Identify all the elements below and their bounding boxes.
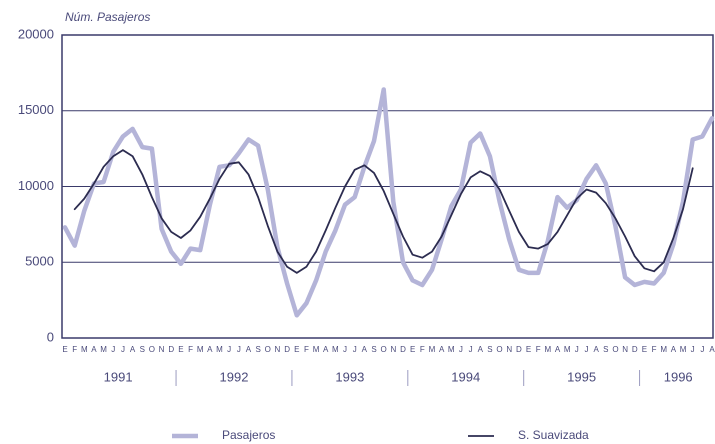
x-tick-label: J (237, 345, 241, 354)
x-tick-label: E (294, 345, 299, 354)
x-tick-label: J (121, 345, 125, 354)
x-tick-label: J (227, 345, 231, 354)
x-tick-label: N (159, 345, 165, 354)
x-tick-label: J (691, 345, 695, 354)
x-tick-label: O (265, 345, 271, 354)
series-line (62, 87, 715, 318)
x-tick-label: M (216, 345, 223, 354)
year-label: 1993 (335, 369, 364, 384)
x-tick-label: E (62, 345, 67, 354)
x-tick-label: J (700, 345, 704, 354)
x-tick-label: F (420, 345, 425, 354)
x-tick-label: M (448, 345, 455, 354)
y-tick-label: 5000 (25, 254, 54, 269)
x-tick-label: F (304, 345, 309, 354)
x-tick-label: J (343, 345, 347, 354)
x-tick-label: J (111, 345, 115, 354)
x-tick-label: S (371, 345, 376, 354)
x-tick-label: J (584, 345, 588, 354)
x-tick-label: A (478, 345, 484, 354)
year-label: 1994 (451, 369, 480, 384)
x-tick-label: A (323, 345, 329, 354)
y-tick-label: 20000 (18, 26, 54, 41)
x-tick-label: J (353, 345, 357, 354)
x-tick-label: N (506, 345, 512, 354)
x-tick-label: M (544, 345, 551, 354)
x-tick-label: A (91, 345, 97, 354)
x-tick-label: E (526, 345, 531, 354)
plot-frame (61, 34, 714, 339)
series-line (73, 149, 694, 274)
x-tick-label: N (390, 345, 396, 354)
x-tick-label: S (603, 345, 608, 354)
x-tick-label: A (130, 345, 136, 354)
x-tick-label: E (410, 345, 415, 354)
year-label: 1995 (567, 369, 596, 384)
x-tick-label: M (429, 345, 436, 354)
x-tick-label: D (400, 345, 406, 354)
x-tick-label: F (652, 345, 657, 354)
x-tick-label: M (660, 345, 667, 354)
x-tick-label: J (459, 345, 463, 354)
x-tick-label: M (197, 345, 204, 354)
legend-label: Pasajeros (222, 428, 275, 442)
x-tick-label: S (255, 345, 260, 354)
x-tick-label: D (168, 345, 174, 354)
x-tick-label: F (72, 345, 77, 354)
x-tick-label: S (487, 345, 492, 354)
y-axis-title: Núm. Pasajeros (65, 10, 150, 24)
x-tick-label: E (178, 345, 183, 354)
x-tick-label: F (188, 345, 193, 354)
x-tick-label: N (622, 345, 628, 354)
x-tick-label: M (680, 345, 687, 354)
x-tick-label: O (496, 345, 502, 354)
y-tick-label: 0 (47, 329, 54, 344)
x-tick-label: D (284, 345, 290, 354)
x-tick-label: F (536, 345, 541, 354)
x-tick-label: A (555, 345, 561, 354)
x-tick-label: A (362, 345, 368, 354)
x-tick-label: O (612, 345, 618, 354)
x-tick-label: J (469, 345, 473, 354)
x-tick-label: M (313, 345, 320, 354)
x-tick-label: A (593, 345, 599, 354)
x-tick-label: O (381, 345, 387, 354)
x-tick-label: D (632, 345, 638, 354)
x-tick-label: M (81, 345, 88, 354)
x-tick-label: M (564, 345, 571, 354)
y-tick-label: 10000 (18, 178, 54, 193)
x-tick-label: E (642, 345, 647, 354)
x-tick-label: J (575, 345, 579, 354)
x-tick-label: O (149, 345, 155, 354)
x-tick-label: D (516, 345, 522, 354)
x-tick-label: A (709, 345, 715, 354)
x-tick-label: N (275, 345, 281, 354)
x-tick-label: A (439, 345, 445, 354)
year-label: 1991 (104, 369, 133, 384)
x-tick-label: M (332, 345, 339, 354)
year-label: 1992 (220, 369, 249, 384)
x-tick-label: A (671, 345, 677, 354)
legend-label: S. Suavizada (518, 428, 589, 442)
y-tick-label: 15000 (18, 102, 54, 117)
x-tick-label: A (207, 345, 213, 354)
year-label: 1996 (664, 369, 693, 384)
x-tick-label: S (140, 345, 145, 354)
x-tick-label: M (100, 345, 107, 354)
x-tick-label: A (246, 345, 252, 354)
